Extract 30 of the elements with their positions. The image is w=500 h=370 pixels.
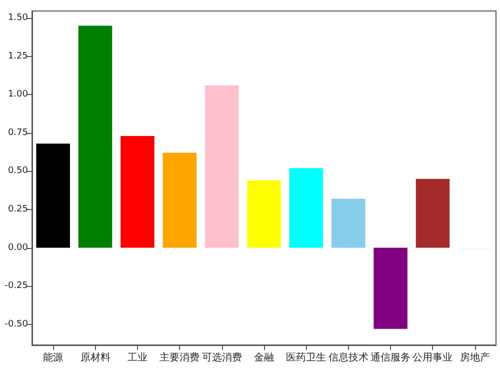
- x-tick-label: 能源: [43, 352, 64, 364]
- bar: [247, 180, 281, 248]
- bar: [162, 152, 197, 248]
- bar: [289, 168, 324, 248]
- bar: [416, 178, 450, 248]
- x-tick-label: 可选消费: [202, 352, 242, 364]
- x-tick-label: 房地产: [460, 352, 490, 364]
- bar: [78, 26, 112, 248]
- y-tick-label: 0.75: [8, 128, 28, 138]
- y-tick-label: 0.00: [8, 242, 28, 253]
- y-tick-label: -0.50: [4, 319, 28, 330]
- y-tick-label: 1.50: [8, 13, 28, 24]
- y-tick-label: 0.50: [8, 166, 28, 176]
- x-tick-label: 工业: [127, 352, 148, 364]
- x-tick-label: 医药卫生: [286, 352, 326, 364]
- x-tick-label: 金融: [254, 352, 274, 364]
- y-tick-label: 1.00: [8, 90, 28, 100]
- x-tick-label: 公用事业: [412, 352, 453, 364]
- x-tick-label: 信息技术: [328, 352, 368, 364]
- bar: [36, 144, 70, 248]
- x-tick-label: 原材料: [80, 352, 110, 364]
- x-tick-label: 通信服务: [370, 352, 411, 364]
- bar: [204, 85, 239, 248]
- bar: [331, 198, 366, 248]
- x-tick-label: 主要消费: [160, 352, 200, 364]
- y-tick-label: 0.25: [8, 204, 28, 214]
- bar: [374, 248, 408, 329]
- y-tick-label: 1.25: [8, 51, 28, 62]
- bar: [120, 136, 154, 248]
- y-tick-label: -0.25: [4, 281, 28, 292]
